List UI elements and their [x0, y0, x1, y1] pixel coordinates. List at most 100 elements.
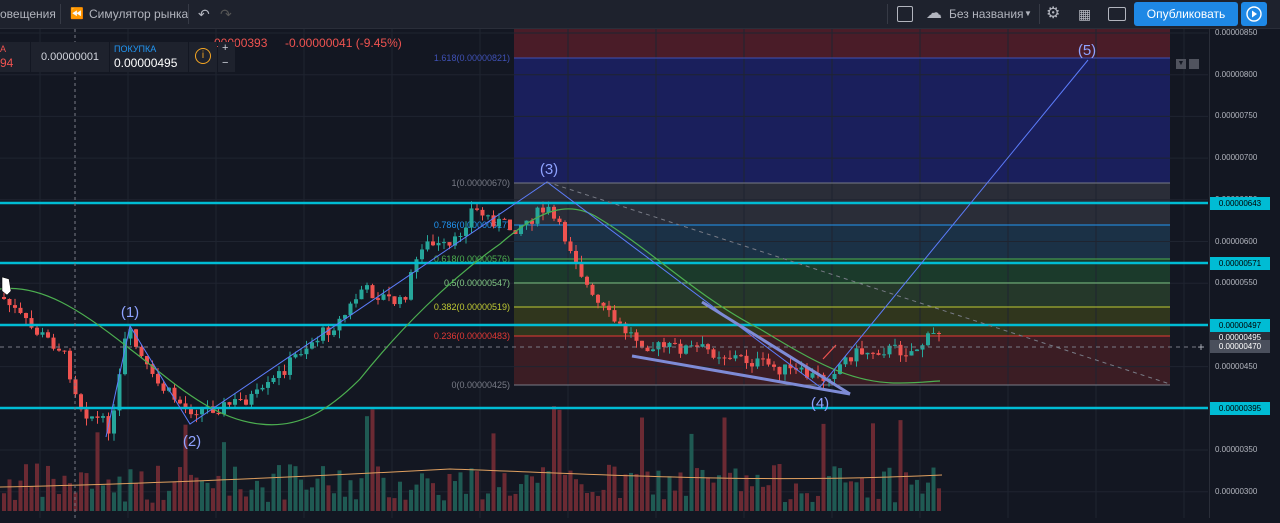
volume-bar [612, 466, 617, 511]
level-tag: 0.00000571 [1210, 257, 1270, 270]
chevron-down-icon[interactable]: ▼ [1024, 9, 1032, 18]
price-tick-label: 0.00000800 [1215, 69, 1258, 79]
volume-bar [57, 494, 61, 511]
candle-body [849, 357, 853, 362]
add-line-icon[interactable]: + [1197, 340, 1205, 354]
collapse-down-icon[interactable]: ▼ [1176, 59, 1186, 69]
candle-body [271, 377, 276, 383]
volume-bar [810, 501, 815, 511]
volume-bar [722, 417, 727, 511]
price-tick-label: 0.00000300 [1215, 486, 1258, 496]
candle-body [563, 222, 567, 242]
volume-bar [799, 493, 804, 511]
volume-bar [535, 482, 540, 511]
fib-level-label: 0.236(0.00000483) [434, 331, 510, 341]
trend-dashed-line[interactable] [546, 181, 1171, 385]
fib-band [514, 307, 1170, 336]
volume-bar [420, 473, 424, 511]
volume-bar [623, 474, 628, 511]
volume-bar [348, 480, 353, 511]
redo-icon[interactable]: ↷ [220, 6, 232, 22]
candle-body [227, 402, 232, 405]
fib-band [514, 29, 1170, 58]
quantity-info-button[interactable]: i [189, 42, 217, 72]
candle-body [898, 344, 903, 356]
volume-bar [739, 491, 743, 511]
quantity-plus-button[interactable]: + [222, 42, 229, 54]
elliott-wave-line[interactable] [105, 59, 1089, 438]
candle-body [689, 345, 694, 347]
price-chart[interactable]: 1.618(0.00000821)1(0.00000670)0.786(0.00… [0, 29, 1208, 518]
candle-body [579, 263, 584, 277]
alerts-button[interactable]: овещения [0, 7, 56, 21]
volume-bar [662, 499, 666, 511]
play-button[interactable] [1241, 2, 1267, 26]
candle-body [315, 340, 320, 343]
candle-body [134, 329, 138, 347]
volume-bar [700, 469, 705, 511]
candle-body [348, 303, 353, 316]
gear-icon[interactable]: ⚙ [1046, 5, 1061, 22]
fib-level-label: 0.382(0.00000519) [434, 302, 510, 312]
fib-band [514, 283, 1170, 307]
candle-body [128, 329, 133, 339]
candle-body [799, 367, 804, 370]
candle-body [777, 366, 782, 375]
volume-bar [178, 467, 182, 511]
price-tick-label: 0.00000750 [1215, 111, 1258, 121]
candle-body [651, 349, 655, 352]
candle-body [772, 364, 776, 367]
volume-bar [436, 494, 441, 511]
wedge-lower-line[interactable] [631, 354, 851, 396]
candle-body [216, 412, 221, 415]
price-tick-label: 0.00000350 [1215, 445, 1258, 454]
volume-bar [909, 484, 914, 511]
layout-name[interactable]: Без названия [949, 7, 1024, 21]
publish-button[interactable]: Опубликовать [1134, 2, 1238, 26]
volume-bar [150, 502, 155, 511]
candle-body [57, 348, 61, 351]
wedge-upper-line[interactable] [701, 300, 851, 396]
market-simulator-button[interactable]: Симулятор рынка [89, 7, 189, 21]
candle-body [436, 242, 441, 246]
volume-bar [920, 493, 925, 511]
maximize-icon[interactable] [1189, 59, 1199, 69]
volume-bar [29, 486, 34, 511]
volume-bar [777, 464, 782, 511]
candle-body [299, 354, 303, 356]
price-axis[interactable]: 0.00000850 0.00000800 0.00000750 0.00000700… [1209, 28, 1280, 518]
volume-bar [876, 498, 881, 511]
candle-body [68, 350, 72, 380]
volume-bar [139, 471, 144, 511]
candle-body [700, 344, 705, 347]
candle-body [843, 357, 848, 365]
quantity-stepper[interactable]: + − [218, 42, 235, 72]
candle-body [937, 332, 941, 334]
candle-body [414, 259, 419, 273]
camera-icon[interactable] [1108, 7, 1126, 21]
volume-bar [442, 500, 446, 511]
volume-bar [409, 489, 413, 511]
undo-icon[interactable]: ↶ [198, 6, 210, 22]
candle-body [282, 371, 287, 375]
quantity-minus-button[interactable]: − [222, 57, 229, 69]
candle-body [238, 399, 243, 401]
fullscreen-icon[interactable] [897, 6, 913, 22]
volume-bar [673, 490, 677, 511]
buy-button[interactable]: ПОКУПКА 0.00000495 [110, 42, 188, 72]
rewind-icon[interactable]: ⏪ [70, 8, 84, 20]
volume-bar [392, 498, 397, 511]
grid-layout-icon[interactable]: ▦ [1078, 6, 1092, 22]
volume-bar [431, 483, 435, 511]
candle-body [750, 363, 754, 367]
candle-body [13, 305, 17, 308]
cloud-icon[interactable]: ☁ [926, 5, 942, 22]
sell-button[interactable]: А 94 [0, 42, 30, 72]
candle-body [7, 298, 12, 306]
volume-bar [838, 468, 842, 511]
volume-bar [689, 433, 694, 511]
chart-area[interactable]: 1.618(0.00000821)1(0.00000670)0.786(0.00… [0, 29, 1208, 518]
candle-body [178, 399, 182, 404]
volume-bar [222, 442, 226, 511]
volume-bar [849, 481, 853, 511]
